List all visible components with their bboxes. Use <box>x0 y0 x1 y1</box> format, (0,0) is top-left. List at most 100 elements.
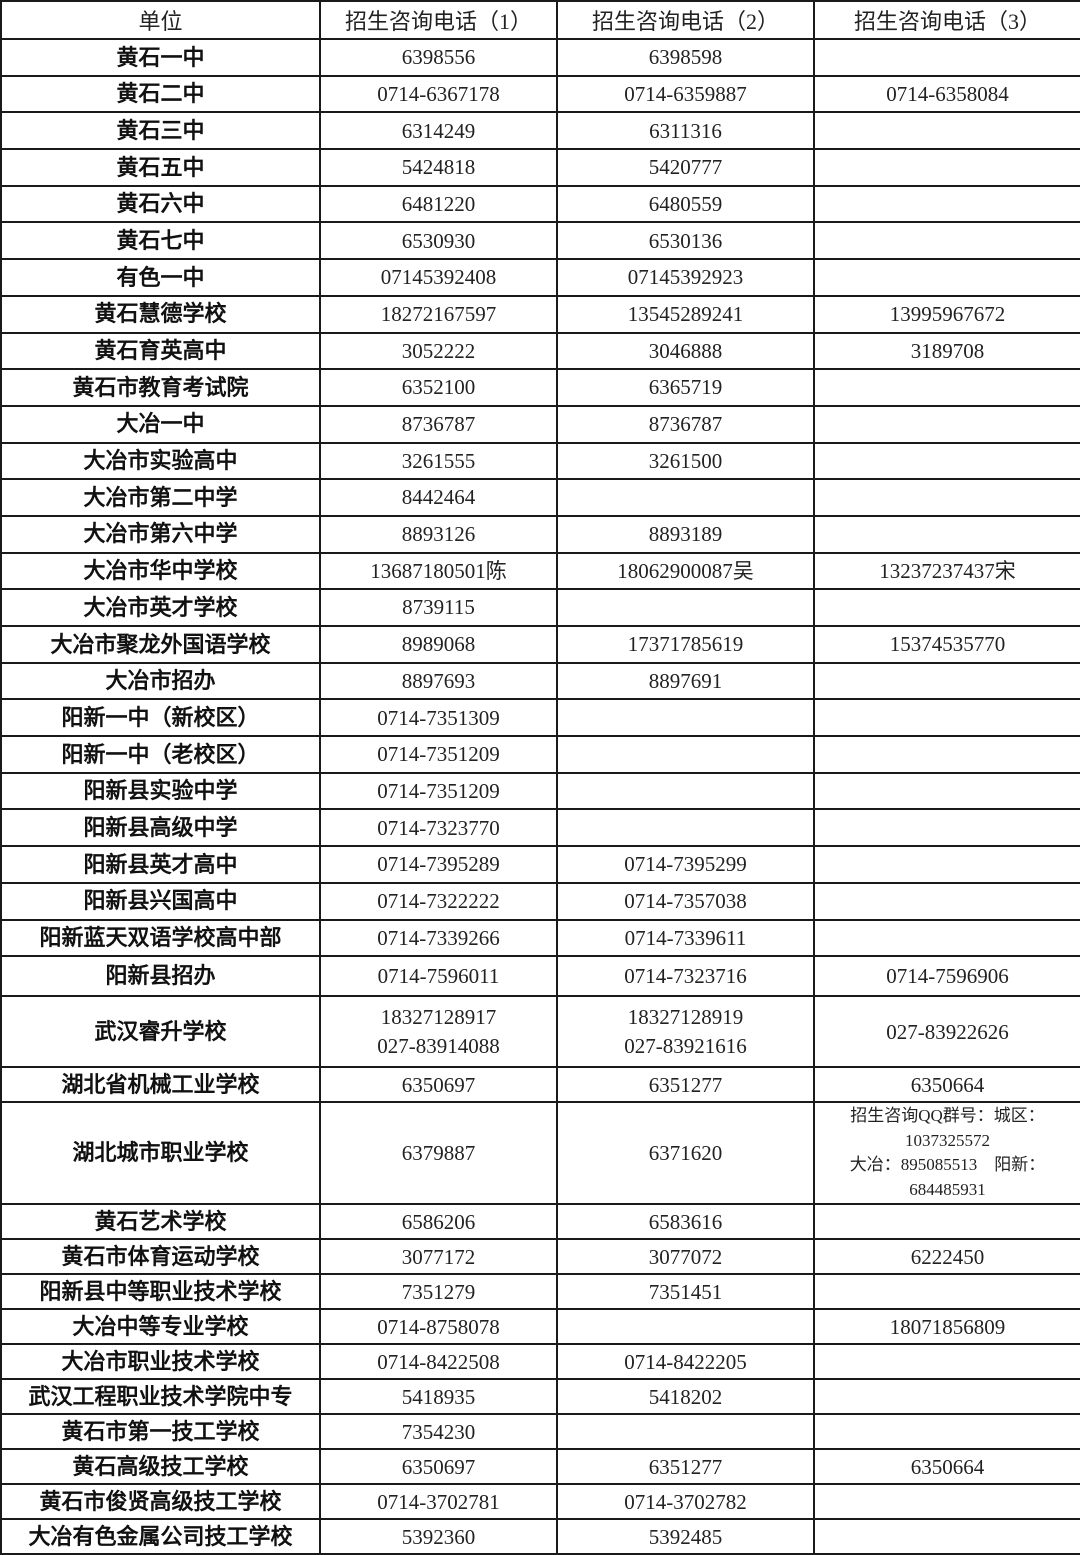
phone-3 <box>813 1378 1080 1416</box>
phone-2: 5418202 <box>556 1378 815 1416</box>
phone-3: 15374535770 <box>813 625 1080 664</box>
phone-1: 0714-6367178 <box>319 74 558 114</box>
unit-name: 黄石五中 <box>0 148 321 187</box>
table-row: 黄石三中 6314249 6311316 <box>0 111 1080 151</box>
phone-1: 0714-7395289 <box>319 845 558 884</box>
phone-2: 5392485 <box>556 1518 815 1555</box>
unit-name: 黄石七中 <box>0 221 321 261</box>
phone-3: 招生咨询QQ群号：城区：1037325572 大冶：895085513 阳新：6… <box>813 1101 1080 1206</box>
phone-2 <box>556 588 815 627</box>
phone-1: 0714-8758078 <box>319 1308 558 1346</box>
phone-2: 17371785619 <box>556 625 815 664</box>
unit-name: 阳新县中等职业技术学校 <box>0 1273 321 1311</box>
phone-1: 3052222 <box>319 331 558 371</box>
phone-2: 0714-8422205 <box>556 1343 815 1381</box>
phone-2: 8893189 <box>556 514 815 554</box>
table-row: 湖北城市职业学校 6379887 6371620 招生咨询QQ群号：城区：103732… <box>0 1101 1080 1206</box>
phone-1: 6314249 <box>319 111 558 151</box>
phone-3 <box>813 1273 1080 1311</box>
header-phone-2: 招生咨询电话（2） <box>556 0 815 40</box>
unit-name: 黄石市体育运动学校 <box>0 1238 321 1276</box>
phone-1: 8989068 <box>319 625 558 664</box>
phone-3 <box>813 771 1080 811</box>
header-row: 单位 招生咨询电话（1） 招生咨询电话（2） 招生咨询电话（3） <box>0 0 1080 40</box>
phone-3 <box>813 808 1080 848</box>
unit-name: 大冶市实验高中 <box>0 441 321 481</box>
unit-name: 黄石慧德学校 <box>0 294 321 334</box>
phone-1: 8442464 <box>319 478 558 517</box>
phone-1: 7354230 <box>319 1413 558 1451</box>
phone-3: 6222450 <box>813 1238 1080 1276</box>
phone-2: 6311316 <box>556 111 815 151</box>
phone-2: 0714-7357038 <box>556 881 815 921</box>
phone-3 <box>813 588 1080 627</box>
phone-1: 0714-8422508 <box>319 1343 558 1381</box>
table-row: 大冶市招办 8897693 8897691 <box>0 661 1080 701</box>
table-row: 武汉工程职业技术学院中专 5418935 5418202 <box>0 1378 1080 1416</box>
unit-name: 阳新县英才高中 <box>0 845 321 884</box>
phone-2 <box>556 735 815 774</box>
table-row: 阳新一中（老校区） 0714-7351209 <box>0 735 1080 774</box>
phone-3 <box>813 258 1080 297</box>
phone-3 <box>813 184 1080 224</box>
phone-1: 0714-3702781 <box>319 1483 558 1521</box>
phone-1: 6398556 <box>319 38 558 77</box>
table-row: 武汉睿升学校 18327128917 027-83914088 1832712891… <box>0 995 1080 1069</box>
phone-2: 6351277 <box>556 1448 815 1486</box>
unit-name: 大冶中等专业学校 <box>0 1308 321 1346</box>
unit-name: 阳新一中（老校区） <box>0 735 321 774</box>
table-row: 黄石六中 6481220 6480559 <box>0 184 1080 224</box>
phone-3: 6350664 <box>813 1448 1080 1486</box>
unit-name: 大冶市第二中学 <box>0 478 321 517</box>
unit-name: 大冶一中 <box>0 404 321 444</box>
table-row: 有色一中 07145392408 07145392923 <box>0 258 1080 297</box>
phone-1: 0714-7351209 <box>319 771 558 811</box>
unit-name: 阳新县招办 <box>0 955 321 998</box>
unit-name: 有色一中 <box>0 258 321 297</box>
phone-1: 6379887 <box>319 1101 558 1206</box>
phone-1: 7351279 <box>319 1273 558 1311</box>
phone-3 <box>813 514 1080 554</box>
phone-3: 0714-7596906 <box>813 955 1080 998</box>
phone-1: 6481220 <box>319 184 558 224</box>
phone-1: 0714-7351309 <box>319 698 558 738</box>
phone-1: 6586206 <box>319 1203 558 1241</box>
table-row: 黄石高级技工学校 6350697 6351277 6350664 <box>0 1448 1080 1486</box>
table-row: 黄石五中 5424818 5420777 <box>0 148 1080 187</box>
phone-3 <box>813 1413 1080 1451</box>
phone-2: 6398598 <box>556 38 815 77</box>
phone-3 <box>813 735 1080 774</box>
phone-1: 8739115 <box>319 588 558 627</box>
unit-name: 黄石高级技工学校 <box>0 1448 321 1486</box>
table-row: 阳新县高级中学 0714-7323770 <box>0 808 1080 848</box>
phone-1: 0714-7351209 <box>319 735 558 774</box>
unit-name: 大冶市华中学校 <box>0 551 321 591</box>
table-row: 大冶市聚龙外国语学校 8989068 17371785619 15374535770 <box>0 625 1080 664</box>
table-row: 黄石育英高中 3052222 3046888 3189708 <box>0 331 1080 371</box>
phone-2: 0714-7323716 <box>556 955 815 998</box>
phone-2 <box>556 808 815 848</box>
phone-1: 3261555 <box>319 441 558 481</box>
phone-1: 8736787 <box>319 404 558 444</box>
phone-2: 7351451 <box>556 1273 815 1311</box>
phone-1: 5392360 <box>319 1518 558 1555</box>
unit-name: 阳新县兴国高中 <box>0 881 321 921</box>
phone-1: 0714-7339266 <box>319 918 558 958</box>
table-row: 黄石慧德学校 18272167597 13545289241 13995967672 <box>0 294 1080 334</box>
phone-3 <box>813 845 1080 884</box>
phone-3 <box>813 1518 1080 1555</box>
phone-3 <box>813 111 1080 151</box>
table-row: 大冶中等专业学校 0714-8758078 18071856809 <box>0 1308 1080 1346</box>
header-unit: 单位 <box>0 0 321 40</box>
unit-name: 湖北省机械工业学校 <box>0 1066 321 1104</box>
unit-name: 黄石育英高中 <box>0 331 321 371</box>
table-row: 大冶市第六中学 8893126 8893189 <box>0 514 1080 554</box>
phone-3 <box>813 881 1080 921</box>
phone-1: 3077172 <box>319 1238 558 1276</box>
phone-1: 6350697 <box>319 1066 558 1104</box>
phone-2: 6530136 <box>556 221 815 261</box>
phone-1: 18272167597 <box>319 294 558 334</box>
phone-2: 0714-7395299 <box>556 845 815 884</box>
unit-name: 大冶市第六中学 <box>0 514 321 554</box>
phone-2: 0714-3702782 <box>556 1483 815 1521</box>
